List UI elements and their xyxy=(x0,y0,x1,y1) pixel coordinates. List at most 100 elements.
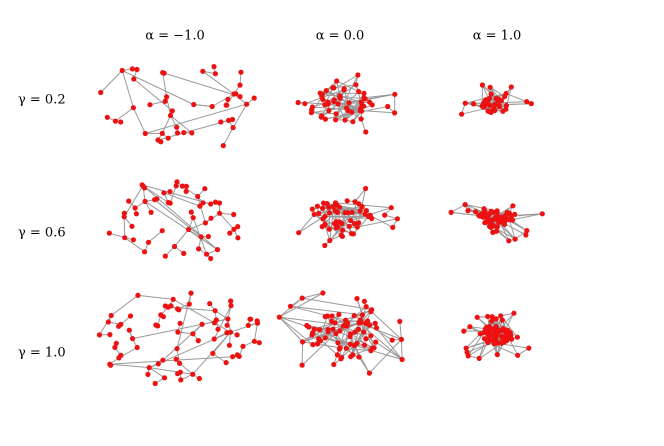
node xyxy=(490,222,496,229)
edge xyxy=(109,363,150,369)
node xyxy=(127,313,134,319)
node xyxy=(248,316,254,322)
node xyxy=(501,221,508,227)
node xyxy=(332,208,338,214)
edge xyxy=(188,222,206,230)
edge xyxy=(145,103,247,134)
node xyxy=(392,91,398,97)
node xyxy=(373,325,380,331)
node xyxy=(311,211,317,217)
node xyxy=(167,112,174,119)
node xyxy=(113,340,119,346)
node xyxy=(178,377,184,383)
node xyxy=(208,201,214,207)
edge xyxy=(348,93,395,104)
node xyxy=(345,210,351,216)
node xyxy=(353,82,359,88)
edge xyxy=(278,316,303,343)
node xyxy=(129,66,135,72)
edge xyxy=(290,305,346,321)
node xyxy=(349,109,355,115)
node xyxy=(340,227,346,233)
node xyxy=(126,327,132,333)
node xyxy=(512,236,518,242)
node xyxy=(496,102,502,108)
node xyxy=(160,357,166,363)
node xyxy=(162,98,168,104)
node xyxy=(309,206,315,212)
node xyxy=(116,323,122,329)
node xyxy=(112,118,118,124)
node xyxy=(361,342,368,348)
edge xyxy=(400,339,403,360)
node xyxy=(130,105,136,111)
edge xyxy=(465,102,494,110)
node xyxy=(295,99,301,106)
node xyxy=(369,345,375,351)
node xyxy=(179,183,185,189)
node xyxy=(174,124,180,130)
node xyxy=(504,209,510,215)
edge xyxy=(109,356,233,365)
network xyxy=(96,290,262,387)
edge xyxy=(148,367,165,379)
edge xyxy=(357,218,398,228)
node xyxy=(105,319,111,325)
node xyxy=(448,209,454,215)
node xyxy=(487,102,493,108)
node xyxy=(354,296,360,302)
node xyxy=(331,97,337,103)
edge xyxy=(304,89,345,105)
node xyxy=(207,301,213,307)
node xyxy=(394,216,400,222)
node xyxy=(200,68,206,74)
node xyxy=(189,130,195,136)
node xyxy=(238,69,244,75)
node xyxy=(134,66,140,73)
node xyxy=(498,313,504,319)
node xyxy=(351,313,357,319)
edge xyxy=(169,185,177,204)
node xyxy=(174,346,180,352)
node xyxy=(311,326,317,332)
node xyxy=(254,318,260,324)
node xyxy=(235,235,241,241)
node xyxy=(169,108,175,114)
node xyxy=(347,341,353,347)
node xyxy=(479,103,485,109)
node xyxy=(463,345,469,351)
node xyxy=(320,216,326,222)
node xyxy=(326,108,332,114)
node xyxy=(505,331,511,337)
node xyxy=(492,101,498,108)
node xyxy=(382,212,388,218)
edge xyxy=(219,212,235,230)
node xyxy=(226,342,232,348)
node xyxy=(171,243,178,250)
network xyxy=(98,64,257,149)
node xyxy=(366,370,372,376)
node xyxy=(159,130,165,136)
node xyxy=(322,222,328,228)
node xyxy=(362,211,368,217)
edge xyxy=(399,321,402,340)
node xyxy=(316,210,322,216)
edge xyxy=(489,93,507,99)
node xyxy=(494,224,500,230)
column-label: α = −1.0 xyxy=(145,29,205,44)
node xyxy=(224,330,230,336)
node xyxy=(348,217,354,224)
node xyxy=(494,352,500,358)
edge xyxy=(109,232,125,239)
node xyxy=(496,96,502,102)
node xyxy=(358,319,364,326)
edge xyxy=(358,322,403,360)
edge xyxy=(141,184,218,250)
node xyxy=(506,217,512,223)
node xyxy=(211,336,217,342)
edge xyxy=(137,294,174,300)
node xyxy=(372,320,378,326)
edge xyxy=(302,297,372,311)
node xyxy=(174,179,180,185)
